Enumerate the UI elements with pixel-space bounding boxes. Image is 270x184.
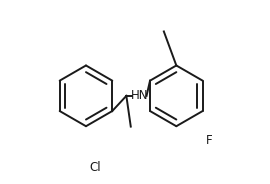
Text: HN: HN — [130, 89, 148, 102]
Text: Cl: Cl — [90, 161, 102, 174]
Text: F: F — [206, 134, 212, 146]
